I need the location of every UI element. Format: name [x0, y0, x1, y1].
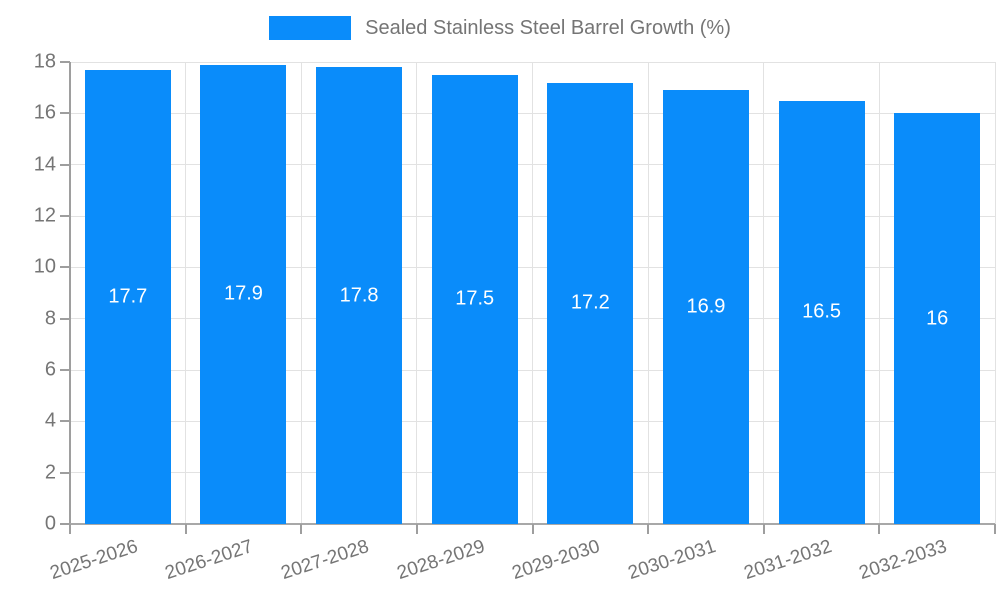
y-axis-tick — [60, 369, 70, 371]
y-tick-label: 6 — [44, 358, 56, 381]
y-axis-tick — [60, 420, 70, 423]
bar — [662, 90, 749, 524]
gridline-vertical — [532, 62, 533, 524]
gridline-vertical — [647, 62, 649, 524]
y-axis-tick — [60, 523, 70, 525]
gridline-vertical — [185, 62, 187, 524]
x-axis-tick — [647, 524, 650, 534]
y-tick-label: 2 — [44, 461, 56, 484]
bar — [200, 64, 287, 524]
y-tick-label: 10 — [33, 255, 56, 278]
y-axis-tick — [60, 61, 70, 63]
x-axis-tick — [762, 524, 765, 534]
y-axis-tick — [60, 215, 70, 217]
y-tick-label: 14 — [33, 153, 56, 176]
y-tick-label: 4 — [44, 409, 56, 432]
bar — [431, 74, 518, 524]
bar-value-label: 17.5 — [455, 287, 495, 310]
y-tick-label: 8 — [44, 307, 56, 330]
bar — [894, 113, 981, 524]
gridline-vertical — [763, 62, 765, 524]
y-tick-label: 16 — [33, 101, 56, 124]
x-axis-tick — [69, 524, 71, 534]
y-axis-line — [69, 62, 71, 524]
y-tick-label: 0 — [44, 512, 56, 535]
y-tick-label: 18 — [33, 50, 56, 73]
legend-item[interactable]: Sealed Stainless Steel Barrel Growth (%) — [0, 16, 1000, 40]
y-tick-label: 12 — [33, 204, 56, 227]
plot-area: 17.7 17.9 17.8 17.5 17.2 16.9 16.5 16 — [69, 61, 996, 525]
bar-value-label: 17.8 — [339, 284, 379, 307]
bar — [547, 82, 634, 524]
bar-value-label: 16.9 — [686, 295, 726, 318]
bar — [778, 100, 865, 524]
bar-value-label: 17.2 — [570, 291, 610, 314]
bar-value-label: 16.5 — [802, 300, 842, 323]
y-axis-tick — [60, 317, 70, 320]
y-axis-tick — [60, 266, 70, 269]
y-axis-tick — [60, 471, 70, 474]
gridline-vertical — [878, 62, 880, 524]
bar — [84, 69, 171, 524]
y-axis-tick — [60, 112, 70, 115]
x-axis-tick — [415, 524, 418, 534]
x-axis-tick — [531, 524, 534, 534]
x-axis-tick — [300, 524, 303, 534]
bar-value-label: 17.9 — [223, 282, 263, 305]
x-axis-tick — [994, 524, 996, 534]
bar — [316, 67, 403, 524]
gridline-vertical — [416, 62, 418, 524]
gridline-vertical — [994, 62, 996, 524]
bar-value-label: 17.7 — [108, 285, 148, 308]
y-axis-tick — [60, 163, 70, 166]
x-axis-tick — [878, 524, 881, 534]
x-axis-tick — [184, 524, 187, 534]
legend-label: Sealed Stainless Steel Barrel Growth (%) — [365, 16, 731, 39]
gridline-vertical — [300, 62, 302, 524]
legend-swatch — [269, 16, 352, 40]
bar-value-label: 16 — [926, 307, 949, 330]
